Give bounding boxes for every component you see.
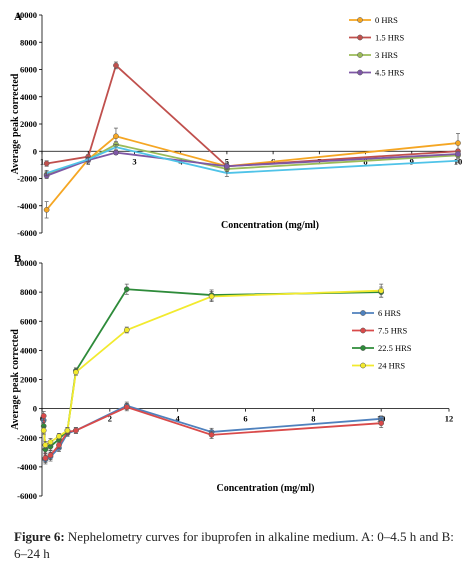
data-point — [378, 420, 385, 427]
x-tick-label: 5 — [225, 156, 229, 166]
data-point — [455, 140, 461, 146]
y-tick-label: 0 — [33, 146, 37, 156]
y-tick-label: 4000 — [20, 92, 37, 102]
y-tick-label: 10000 — [16, 258, 37, 268]
y-tick-label: 8000 — [20, 37, 37, 47]
y-tick-label: 6000 — [20, 316, 37, 326]
caption-label: Figure 6: — [14, 529, 65, 544]
legend-marker — [360, 345, 366, 351]
legend-label: 4.5 HRS — [375, 68, 405, 78]
legend-marker — [357, 69, 363, 76]
y-tick-label: -6000 — [17, 491, 37, 501]
y-tick-label: -4000 — [17, 201, 37, 211]
data-point — [123, 327, 130, 333]
data-point — [42, 455, 49, 461]
legend-label: 7.5 HRS — [378, 326, 408, 336]
y-tick-label: 10000 — [16, 10, 37, 20]
y-tick-label: 2000 — [20, 119, 37, 129]
series-line — [45, 135, 459, 211]
x-tick-label: 6 — [243, 414, 247, 424]
data-point — [47, 452, 54, 459]
legend-label: 22.5 HRS — [378, 343, 412, 353]
data-point — [113, 149, 119, 156]
legend-label: 0 HRS — [375, 15, 398, 25]
data-point — [43, 206, 50, 213]
y-tick-label: 8000 — [20, 287, 37, 297]
x-tick-label: 12 — [445, 414, 454, 424]
data-point — [47, 439, 54, 445]
panel-b-chart: B-6000-4000-2000020004000600080001000002… — [10, 253, 453, 501]
x-axis-title: Concentration (mg/ml) — [216, 483, 314, 494]
y-tick-label: -6000 — [17, 228, 37, 238]
series-line — [42, 288, 382, 451]
legend-label: 24 HRS — [378, 361, 405, 371]
data-point — [208, 431, 215, 438]
data-point — [455, 151, 461, 157]
y-tick-label: 2000 — [20, 375, 37, 385]
x-tick-label: 2 — [108, 414, 112, 424]
legend-marker — [357, 52, 363, 58]
data-point — [123, 286, 130, 293]
x-tick-label: 9 — [410, 156, 414, 166]
x-tick-label: 8 — [311, 414, 315, 424]
x-tick-label: 1 — [40, 156, 44, 166]
x-tick-label: 4 — [176, 414, 181, 424]
y-tick-label: -4000 — [17, 462, 37, 472]
data-point — [208, 293, 215, 300]
data-point — [43, 160, 50, 167]
legend-label: 1.5 HRS — [375, 33, 405, 43]
data-point — [224, 163, 230, 170]
y-tick-label: 6000 — [20, 65, 37, 75]
legend-marker — [360, 362, 366, 369]
legend-marker — [357, 17, 363, 23]
panel-label: A — [14, 11, 22, 23]
y-tick-label: 0 — [33, 404, 37, 414]
legend-label: 3 HRS — [375, 50, 398, 60]
data-point — [113, 62, 119, 69]
data-point — [73, 369, 79, 376]
data-point — [123, 404, 130, 411]
caption-text: Nephelometry curves for ibuprofen in alk… — [14, 529, 454, 561]
data-point — [378, 287, 385, 294]
panel-label: B — [14, 253, 22, 265]
y-axis-title: Average peak corrected — [10, 329, 21, 430]
y-tick-label: -2000 — [17, 174, 37, 184]
x-axis-title: Concentration (mg/ml) — [221, 220, 319, 231]
data-point — [56, 442, 62, 448]
legend-marker — [360, 310, 366, 316]
figure-caption: Figure 6: Nephelometry curves for ibupro… — [14, 528, 454, 562]
legend-marker — [360, 327, 366, 334]
data-point — [56, 433, 62, 440]
data-point — [40, 413, 47, 419]
data-point — [73, 427, 79, 434]
legend-label: 6 HRS — [378, 308, 401, 318]
data-point — [40, 427, 47, 434]
data-point — [64, 427, 71, 434]
data-point — [113, 133, 119, 140]
y-tick-label: -2000 — [17, 433, 37, 443]
x-tick-label: 3 — [132, 156, 136, 166]
panel-a-chart: A-6000-4000-2000020004000600080001000012… — [10, 10, 462, 238]
y-tick-label: 4000 — [20, 345, 37, 355]
legend-marker — [357, 34, 363, 41]
y-axis-title: Average peak corrected — [10, 73, 21, 174]
data-point — [42, 442, 49, 448]
